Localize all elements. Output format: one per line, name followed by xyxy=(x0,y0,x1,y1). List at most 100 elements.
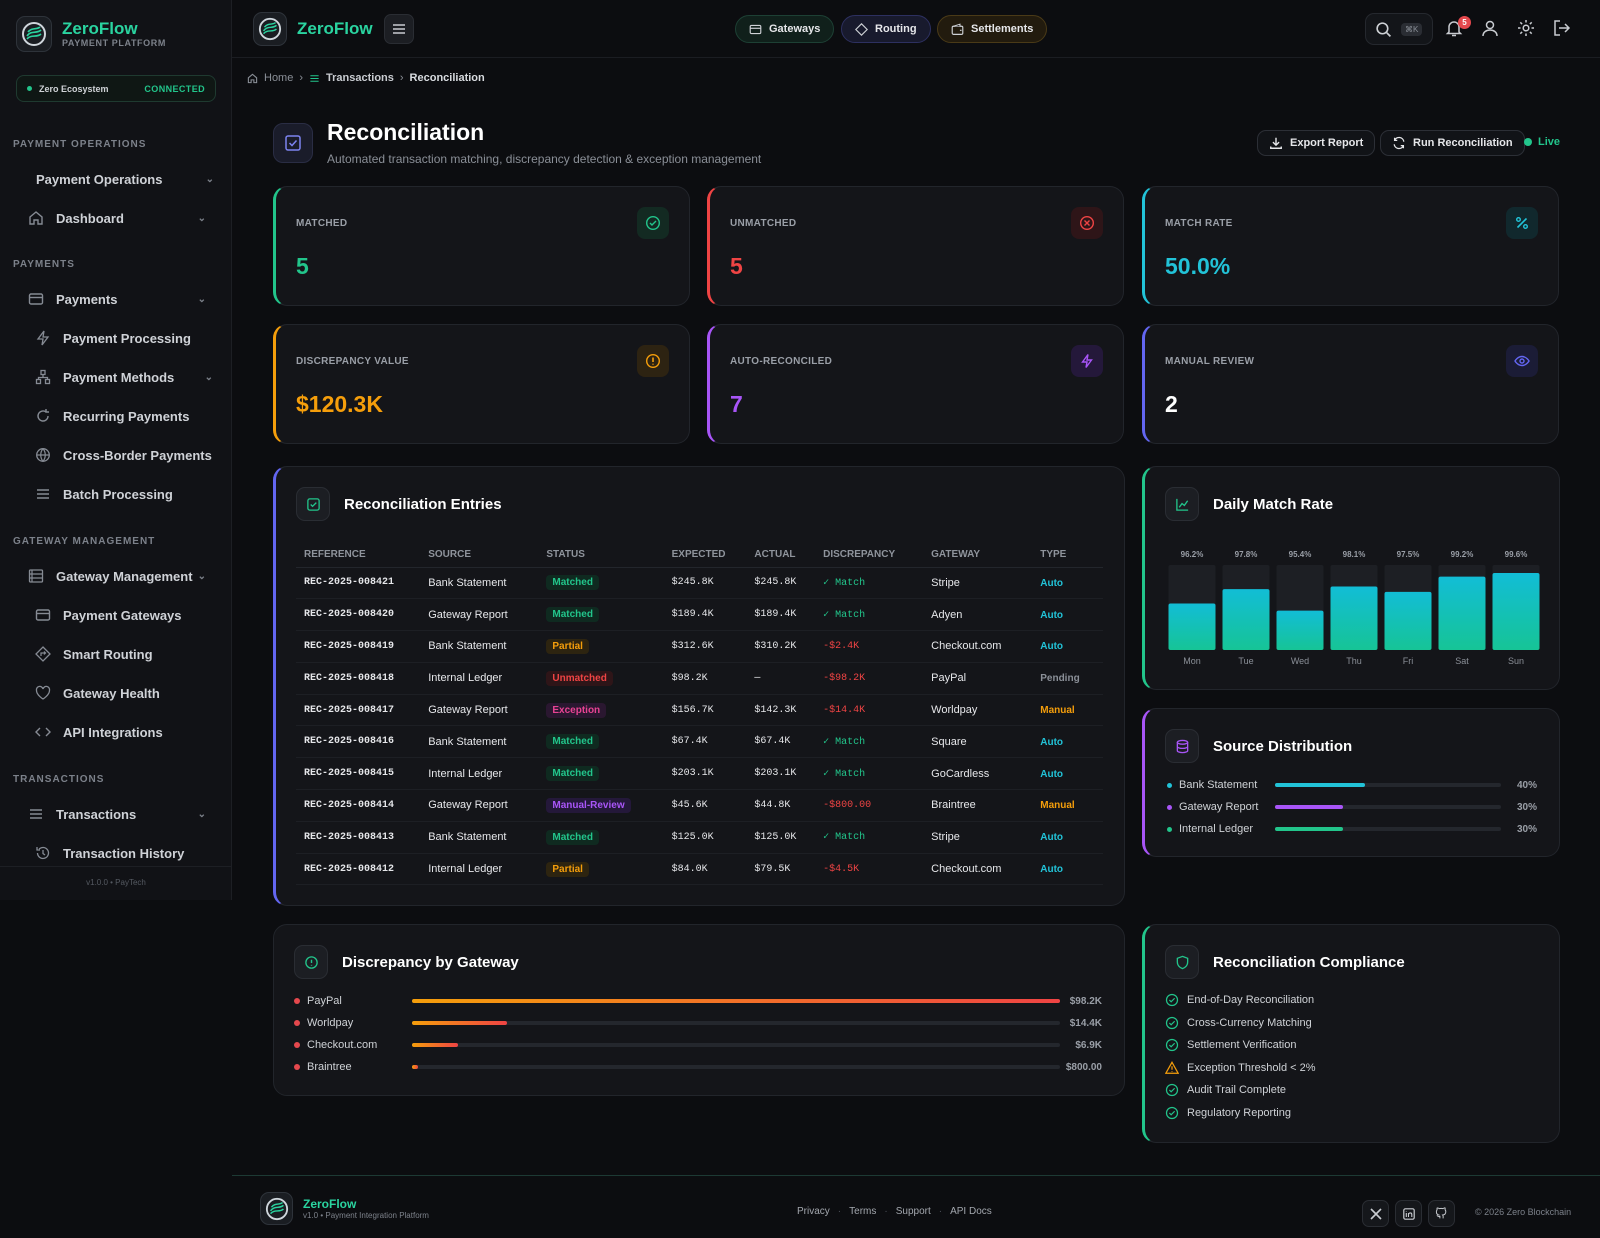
discrepancy-cell: ✓ Match xyxy=(815,725,924,759)
table-row[interactable]: REC-2025-008420 Gateway Report Matched $189… xyxy=(296,598,1103,632)
gateway-discrepancy-row: Braintree $800.00 xyxy=(294,1061,1102,1073)
sidebar-item-cross-border-payments[interactable]: Cross-Border Payments xyxy=(35,442,213,468)
status-badge: Exception xyxy=(546,702,607,718)
breadcrumb-home[interactable]: Home xyxy=(264,72,294,84)
table-row[interactable]: REC-2025-008418 Internal Ledger Unmatched $… xyxy=(296,662,1103,695)
sidebar-item-gateway-health[interactable]: Gateway Health xyxy=(35,680,213,706)
chevron-down-icon: ⌄ xyxy=(204,371,213,383)
compliance-item: Exception Threshold < 2% xyxy=(1165,1060,1316,1075)
footer-link-privacy[interactable]: Privacy xyxy=(797,1206,830,1217)
bar-mon[interactable] xyxy=(1168,603,1216,650)
sidebar-item-recurring-payments[interactable]: Recurring Payments xyxy=(35,403,213,429)
sidebar-item-payment-gateways[interactable]: Payment Gateways xyxy=(35,602,213,628)
panel-title: Discrepancy by Gateway xyxy=(342,953,519,971)
sidebar-item-gateway-management[interactable]: Gateway Management ⌄ xyxy=(28,563,206,589)
source-label: Internal Ledger xyxy=(1179,823,1253,835)
sidebar-item-transaction-history[interactable]: Transaction History xyxy=(35,840,213,866)
search-button[interactable]: ⌘K xyxy=(1365,13,1433,45)
sidebar-item-smart-routing[interactable]: Smart Routing xyxy=(35,641,213,667)
trend-chart-icon xyxy=(1165,487,1199,521)
export-report-label: Export Report xyxy=(1290,137,1364,149)
bar-sat[interactable] xyxy=(1438,576,1486,650)
gateway-cell: Adyen xyxy=(923,598,1033,632)
sidebar-item-dashboard[interactable]: Dashboard ⌄ xyxy=(28,205,206,231)
breadcrumb-transactions[interactable]: Transactions xyxy=(326,72,394,84)
sidebar-item-payment-operations[interactable]: Payment Operations ⌄ xyxy=(36,166,214,192)
column-header[interactable]: STATUS xyxy=(538,543,664,568)
reference-cell: REC-2025-008414 xyxy=(296,789,421,822)
table-row[interactable]: REC-2025-008414 Gateway Report Manual-Revi… xyxy=(296,789,1103,822)
bar-tue[interactable] xyxy=(1222,589,1270,650)
table-row[interactable]: REC-2025-008416 Bank Statement Matched $67.… xyxy=(296,725,1103,759)
expected-cell: $189.4K xyxy=(663,598,747,632)
gear-icon[interactable] xyxy=(1516,18,1536,38)
source-cell: Bank Statement xyxy=(420,630,539,663)
column-header[interactable]: SOURCE xyxy=(420,543,539,568)
footer-link-terms[interactable]: Terms xyxy=(849,1206,877,1217)
column-header[interactable]: GATEWAY xyxy=(923,543,1033,568)
reference-cell: REC-2025-008413 xyxy=(296,821,421,854)
column-header[interactable]: EXPECTED xyxy=(663,543,747,568)
github-icon[interactable] xyxy=(1428,1200,1455,1227)
x-tick-label: Sun xyxy=(1508,656,1524,666)
section-transactions: TRANSACTIONS xyxy=(13,774,105,785)
gateway-amount: $14.4K xyxy=(1069,1017,1102,1029)
user-icon[interactable] xyxy=(1480,18,1500,38)
type-label: Auto xyxy=(1040,736,1064,748)
logout-icon[interactable] xyxy=(1552,18,1572,38)
footer-link-support[interactable]: Support xyxy=(895,1206,931,1217)
wallet-icon xyxy=(951,22,964,35)
column-header[interactable]: REFERENCE xyxy=(296,543,421,568)
table-row[interactable]: REC-2025-008415 Internal Ledger Matched $20… xyxy=(296,757,1103,791)
chevron-down-icon: ⌄ xyxy=(197,212,206,224)
discrepancy-cell: ✓ Match xyxy=(815,567,924,600)
discrepancy-cell: ✓ Match xyxy=(815,598,924,632)
sidebar-item-batch-processing[interactable]: Batch Processing xyxy=(35,481,213,507)
sidebar-item-api-integrations[interactable]: API Integrations xyxy=(35,719,213,745)
footer-link-api-docs[interactable]: API Docs xyxy=(950,1206,992,1217)
bar-sun[interactable] xyxy=(1492,573,1540,650)
type-label: Auto xyxy=(1040,768,1064,780)
table-row[interactable]: REC-2025-008421 Bank Statement Matched $245… xyxy=(296,567,1103,600)
column-header[interactable]: ACTUAL xyxy=(746,543,816,568)
bar-fri[interactable] xyxy=(1384,591,1432,650)
export-report-button[interactable]: Export Report xyxy=(1257,130,1376,156)
reconciliation-compliance-panel: Reconciliation Compliance End-of-Day Rec… xyxy=(1142,924,1560,1143)
table-row[interactable]: REC-2025-008413 Bank Statement Matched $125… xyxy=(296,821,1103,854)
sidebar-item-payment-methods[interactable]: Payment Methods ⌄ xyxy=(35,364,213,390)
type-cell: Auto xyxy=(1032,598,1103,632)
gateways-pill[interactable]: Gateways xyxy=(735,15,835,43)
gateway-label: Worldpay xyxy=(307,1017,354,1029)
sidebar-brand[interactable]: ZeroFlow PAYMENT PLATFORM xyxy=(16,16,166,52)
sidebar-item-payment-processing[interactable]: Payment Processing xyxy=(35,325,213,351)
compliance-item: Cross-Currency Matching xyxy=(1165,1016,1312,1030)
table-row[interactable]: REC-2025-008417 Gateway Report Exception $1… xyxy=(296,694,1103,727)
menu-toggle-button[interactable] xyxy=(384,14,414,44)
bar-thu[interactable] xyxy=(1330,586,1378,650)
sidebar-item-payments[interactable]: Payments ⌄ xyxy=(28,286,206,312)
bell-icon[interactable] xyxy=(1444,18,1464,38)
run-reconciliation-button[interactable]: Run Reconciliation xyxy=(1380,130,1525,156)
stat-label: MATCH RATE xyxy=(1165,218,1233,229)
linkedin-icon[interactable] xyxy=(1395,1200,1422,1227)
column-header[interactable]: TYPE xyxy=(1032,543,1103,568)
column-header[interactable]: DISCREPANCY xyxy=(815,543,924,568)
daily-match-rate-panel: Daily Match Rate 96.2% Mon 97.8% Tue 95.4% We… xyxy=(1142,466,1560,690)
x-twitter-icon[interactable] xyxy=(1362,1200,1389,1227)
chevron-right-icon: › xyxy=(399,72,404,84)
table-row[interactable]: REC-2025-008419 Bank Statement Partial $312… xyxy=(296,630,1103,663)
table-row[interactable]: REC-2025-008412 Internal Ledger Partial $84… xyxy=(296,853,1103,886)
discrepancy-cell: ✓ Match xyxy=(815,821,924,854)
sidebar-item-transactions[interactable]: Transactions ⌄ xyxy=(28,801,206,827)
settlements-pill[interactable]: Settlements xyxy=(937,15,1048,43)
progress-track xyxy=(412,1043,1060,1047)
routing-pill[interactable]: Routing xyxy=(841,15,931,43)
type-label: Auto xyxy=(1040,641,1064,653)
source-percent: 30% xyxy=(1516,801,1537,813)
bar-wed[interactable] xyxy=(1276,610,1324,650)
status-badge: Matched xyxy=(546,829,599,845)
source-cell: Bank Statement xyxy=(420,567,539,600)
header-brand[interactable]: ZeroFlow xyxy=(253,12,373,46)
sidebar-item-label: Batch Processing xyxy=(63,486,173,502)
footer-subtitle: v1.0 • Payment Integration Platform xyxy=(303,1211,429,1220)
